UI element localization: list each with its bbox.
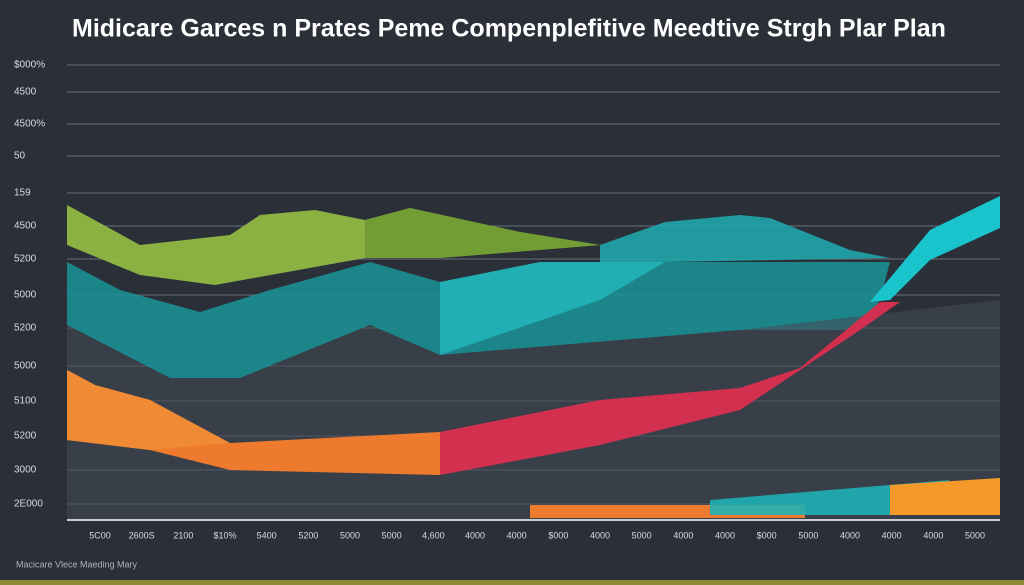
x-tick-label: 5400 <box>257 530 277 540</box>
x-tick-label: 2600S <box>129 530 155 540</box>
x-tick-label: $000 <box>757 530 777 540</box>
y-tick-label: 5200 <box>14 431 37 442</box>
cyan-area <box>870 196 1000 302</box>
footer: Macicare Vlece Maeding Mary <box>16 559 138 569</box>
bottom-bar <box>0 580 1024 585</box>
y-tick-label: $000% <box>14 60 45 71</box>
y-tick-label: 4500 <box>14 87 37 98</box>
x-tick-label: 4000 <box>465 530 485 540</box>
y-tick-label: 5100 <box>14 396 37 407</box>
y-tick-label: 4500 <box>14 221 37 232</box>
x-tick-label: 5000 <box>340 530 360 540</box>
x-tick-label: 2100 <box>173 530 193 540</box>
x-tick-label: 4000 <box>840 530 860 540</box>
labels: $000% 4500 4500% 50 159 4500 5200 5000 5200 5000 5… <box>14 60 985 541</box>
y-tick-label: 2E000 <box>14 499 43 510</box>
x-tick-label: 4000 <box>590 530 610 540</box>
x-tick-label: 4000 <box>715 530 735 540</box>
x-tick-label: 5000 <box>798 530 818 540</box>
bottom-orange-right <box>890 478 1000 515</box>
x-tick-label: 4000 <box>673 530 693 540</box>
teal-area-light <box>440 262 665 355</box>
x-tick-label: 4000 <box>923 530 943 540</box>
y-tick-label: 5000 <box>14 290 37 301</box>
x-tick-label: 4000 <box>882 530 902 540</box>
x-tick-label: 5000 <box>382 530 402 540</box>
x-tick-label: 4,600 <box>422 530 445 540</box>
y-tick-label: 5200 <box>14 323 37 334</box>
x-tick-label: 5200 <box>298 530 318 540</box>
y-tick-label: 5000 <box>14 361 37 372</box>
y-tick-label: 5200 <box>14 254 37 265</box>
y-tick-label: 3000 <box>14 465 37 476</box>
orange-area-light <box>67 370 230 450</box>
chart-title: Midicare Garces n Prates Peme Compenplef… <box>72 15 946 43</box>
y-tick-label: 159 <box>14 188 31 199</box>
x-tick-label: $000 <box>548 530 568 540</box>
green-area-dark <box>365 208 600 258</box>
y-tick-label: 4500% <box>14 119 45 130</box>
x-tick-label: 5000 <box>632 530 652 540</box>
x-tick-label: $10% <box>213 530 236 540</box>
y-tick-label: 50 <box>14 151 26 162</box>
red-area <box>440 302 900 475</box>
teal-area-top <box>600 215 890 262</box>
x-tick-label: 5000 <box>965 530 985 540</box>
x-tick-label: 4000 <box>507 530 527 540</box>
x-tick-label: 5C00 <box>89 530 111 540</box>
